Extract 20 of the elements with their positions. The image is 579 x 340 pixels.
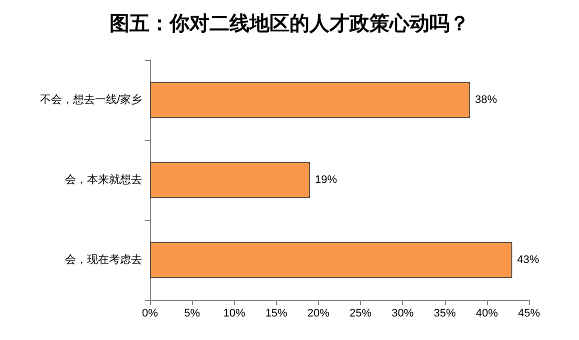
bar	[150, 162, 310, 198]
x-tick-label: 25%	[350, 308, 372, 320]
y-tick-label: 会，本来就想去	[65, 173, 142, 186]
data-label: 43%	[517, 254, 540, 266]
bar	[150, 242, 512, 278]
data-label: 38%	[475, 94, 498, 106]
x-tick-label: 45%	[518, 308, 540, 320]
x-tick-label: 20%	[307, 308, 330, 320]
y-tick-label: 不会，想去一线/家乡	[40, 93, 142, 106]
x-tick-label: 35%	[434, 308, 456, 320]
y-tick-label: 会，现在考虑去	[65, 253, 142, 266]
x-tick-label: 10%	[223, 308, 246, 320]
data-label: 19%	[315, 174, 338, 186]
chart-title: 图五：你对二线地区的人才政策心动吗？	[110, 11, 470, 35]
x-tick-label: 15%	[265, 308, 288, 320]
bar	[150, 82, 470, 118]
x-tick-label: 40%	[476, 308, 498, 320]
x-tick-label: 5%	[184, 308, 200, 320]
x-tick-label: 0%	[142, 308, 158, 320]
x-tick-label: 30%	[392, 308, 414, 320]
